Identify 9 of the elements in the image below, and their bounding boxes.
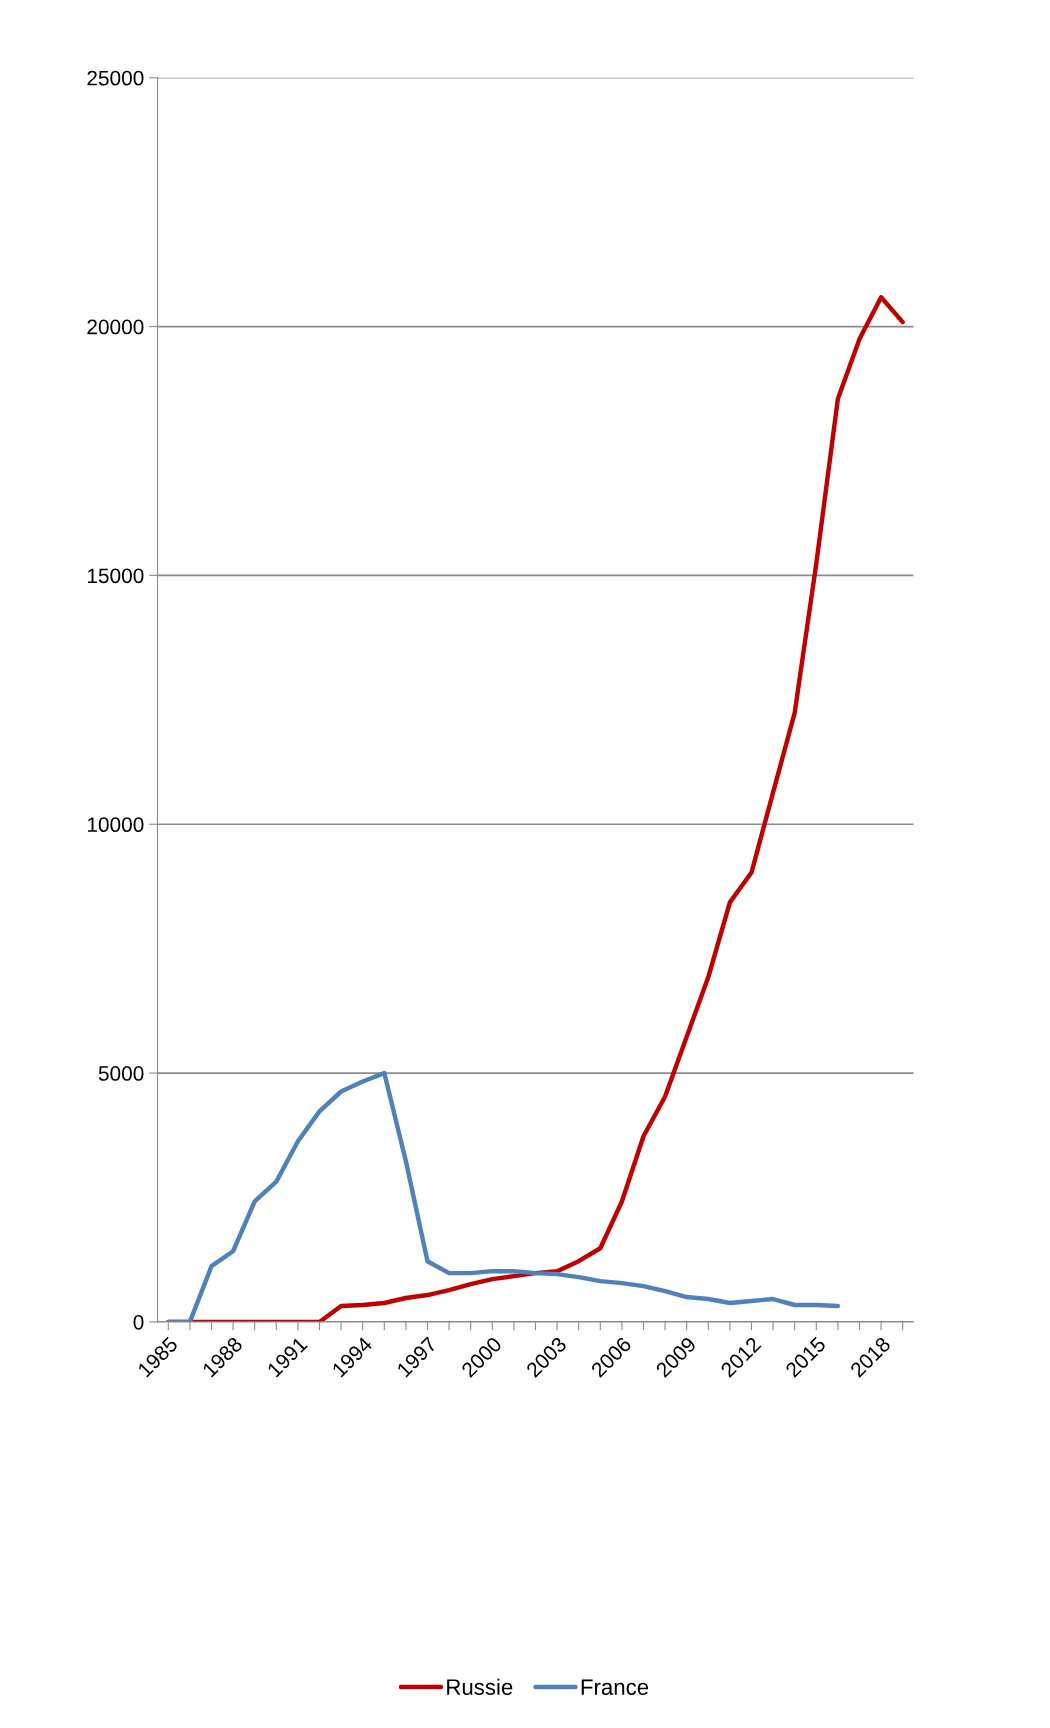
y-tick-label: 10000	[87, 817, 144, 833]
y-tick-label: 15000	[87, 568, 144, 584]
y-tick-label: 25000	[87, 70, 144, 86]
y-tick-label: 0	[133, 1314, 144, 1330]
legend-label: Russie	[447, 1678, 513, 1695]
y-tick-label: 5000	[98, 1066, 144, 1081]
y-tick-label: 20000	[87, 319, 144, 335]
legend-label: France	[581, 1679, 649, 1695]
line-series	[166, 1070, 841, 1322]
